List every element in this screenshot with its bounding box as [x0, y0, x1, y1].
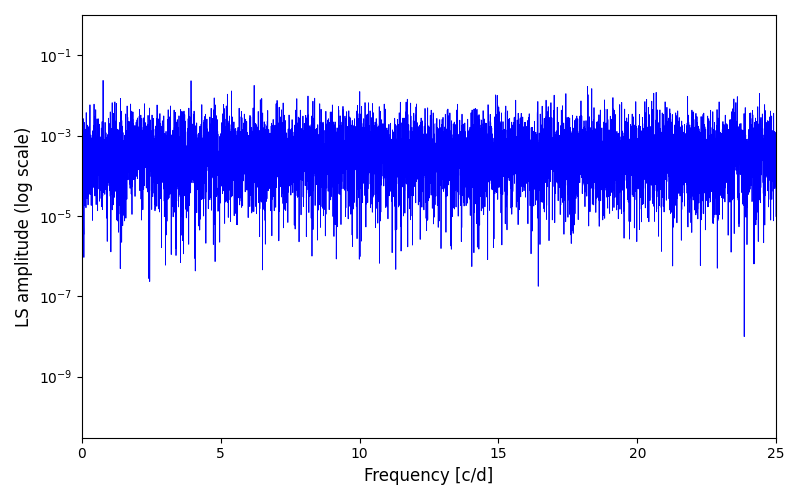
Y-axis label: LS amplitude (log scale): LS amplitude (log scale) [15, 126, 33, 326]
X-axis label: Frequency [c/d]: Frequency [c/d] [364, 467, 494, 485]
